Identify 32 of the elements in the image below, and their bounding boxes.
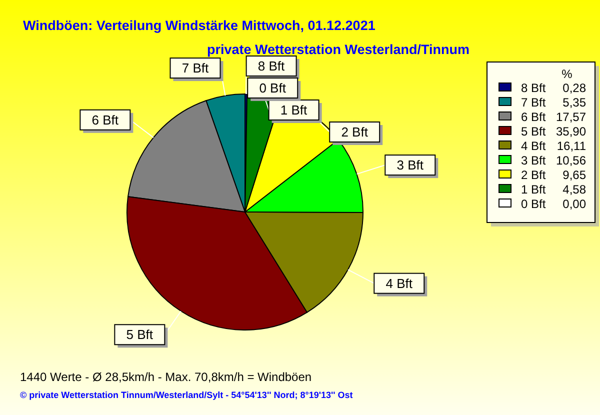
legend-label: 7 Bft <box>521 96 546 110</box>
data-label: 9,65 <box>562 168 586 182</box>
legend-label: 4 Bft <box>521 139 546 153</box>
data-label: 17,57 <box>556 110 586 124</box>
category-label: 0 Bft <box>521 197 546 211</box>
slice-label: 8 Bft <box>258 58 286 74</box>
slice-label: 5 Bft <box>126 327 154 342</box>
data-label: 4,58 <box>562 182 586 196</box>
slice-label: 7 Bft <box>182 60 209 76</box>
data-label: 10,56 <box>556 154 586 168</box>
category-label: 1 Bft <box>280 102 308 118</box>
slice-label: 6 Bft <box>92 112 119 128</box>
legend-label: 2 Bft <box>521 168 546 182</box>
data-label: 0,28 <box>562 81 586 95</box>
text: 0,00 <box>562 197 586 211</box>
slice-label: 2 Bft <box>341 124 368 140</box>
chart-subtitle: private Wetterstation Westerland/Tinnum <box>207 42 470 57</box>
legend-title: % <box>562 67 573 81</box>
chart-title: Windböen: Verteilung Windstärke Mittwoch, 01.12.2021 <box>23 18 376 33</box>
legend-label: 3 Bft <box>521 154 546 168</box>
data-label: 35,90 <box>556 124 586 138</box>
data-label: 5,35 <box>562 96 586 110</box>
data-label: 16,11 <box>556 139 586 153</box>
slice-label: 3 Bft <box>396 158 424 173</box>
legend-label: 6 Bft <box>521 110 546 124</box>
text: © private Wetterstation Tinnum/Westerland/Sylt - 54°54'13'' Nord; 8°19'13'' Ost <box>20 390 353 400</box>
legend-label: 5 Bft <box>521 124 546 138</box>
legend-label: 1 Bft <box>521 182 546 196</box>
legend-label: 0 Bft <box>259 80 286 96</box>
text: 1440 Werte - Ø 28,5km/h - Max. 70,8km/h = Windböen <box>20 370 312 384</box>
slice-label: 4 Bft <box>386 276 413 291</box>
legend-label: 8 Bft <box>521 81 546 95</box>
